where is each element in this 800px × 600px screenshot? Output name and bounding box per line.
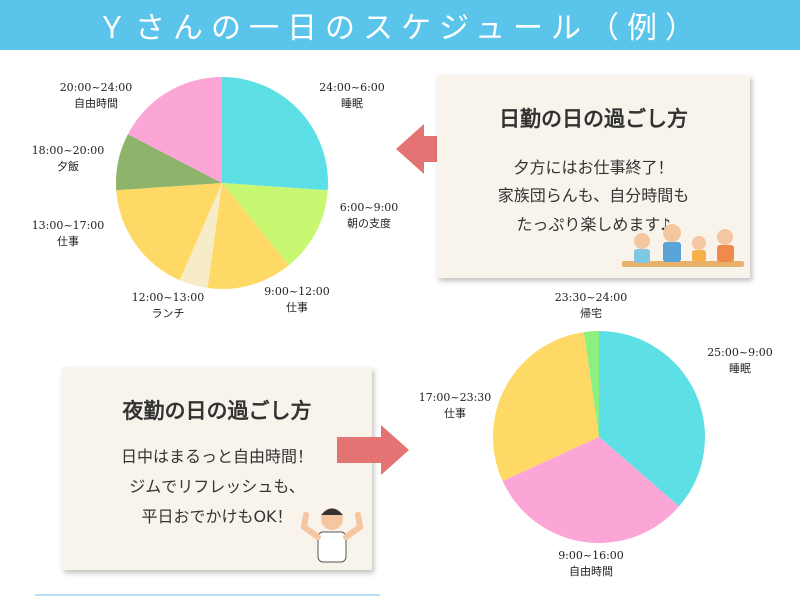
slice-time: 20:00~24:00 <box>59 81 133 94</box>
slice-name: 朝の支度 <box>347 217 391 230</box>
slice-label-free: 20:00~24:00 自由時間 <box>60 80 133 112</box>
day-note-line: たっぷり楽しめます♪ <box>516 215 671 234</box>
slice-name: 睡眠 <box>341 97 363 110</box>
pie-slice-6 <box>127 77 222 183</box>
slice-time: 17:00~23:30 <box>418 391 492 404</box>
pie-slice-0 <box>222 77 328 191</box>
title-banner: Ｙさんの一日のスケジュール（例） <box>0 0 800 50</box>
night-note-line: 日中はまるっと自由時間！ <box>120 447 313 466</box>
slice-label-night-sleep: 25:00~9:00 睡眠 <box>707 345 773 377</box>
slice-label-prep: 6:00~9:00 朝の支度 <box>340 200 399 232</box>
slice-label-sleep: 24:00~6:00 睡眠 <box>319 80 385 112</box>
slice-label-night-work: 17:00~23:30 仕事 <box>419 390 492 422</box>
slice-label-work-am: 9:00~12:00 仕事 <box>264 284 330 316</box>
slice-time: 12:00~13:00 <box>131 291 205 304</box>
pie-slice-3 <box>179 183 222 289</box>
slice-time: 24:00~6:00 <box>319 81 385 94</box>
slice-name: 仕事 <box>57 235 79 248</box>
slice-label-lunch: 12:00~13:00 ランチ <box>132 290 205 322</box>
slice-name: 睡眠 <box>729 362 751 375</box>
day-note-line: 家族団らんも、自分時間も <box>497 186 690 205</box>
pie-slice-0 <box>599 331 706 507</box>
night-note-heading: 夜勤の日の過ごし方 <box>122 399 312 423</box>
slice-time: 23:30~24:00 <box>554 291 628 304</box>
pie-slice-2 <box>207 183 289 289</box>
pie-slice-1 <box>502 437 680 543</box>
slice-name: 自由時間 <box>74 97 118 110</box>
person-flexing-illustration <box>300 508 364 563</box>
night-note-line: 平日おでかけもOK！ <box>141 507 293 526</box>
arrow-shape <box>337 425 409 475</box>
slice-name: 自由時間 <box>569 565 613 578</box>
slice-time: 25:00~9:00 <box>707 346 773 359</box>
slice-name: 帰宅 <box>580 307 602 320</box>
footer-divider <box>35 594 380 596</box>
slice-time: 9:00~12:00 <box>264 285 330 298</box>
day-note-card: 日勤の日の過ごし方 夕方にはお仕事終了！ 家族団らんも、自分時間も たっぷり楽し… <box>437 75 750 278</box>
slice-name: 夕飯 <box>57 160 79 173</box>
family-illustration <box>622 224 744 267</box>
slice-name: ランチ <box>151 307 185 320</box>
pie-slice-2 <box>493 332 599 482</box>
pie-slice-3 <box>583 331 599 437</box>
slice-name: 仕事 <box>444 407 466 420</box>
night-note-line: ジムでリフレッシュも、 <box>129 477 305 496</box>
slice-time: 13:00~17:00 <box>31 219 105 232</box>
slice-label-dinner: 18:00~20:00 夕飯 <box>32 143 105 175</box>
day-note-heading: 日勤の日の過ごし方 <box>499 107 688 131</box>
pie-slice-1 <box>222 183 328 266</box>
slice-time: 18:00~20:00 <box>31 144 105 157</box>
slice-label-home: 23:30~24:00 帰宅 <box>555 290 628 322</box>
right-arrow <box>337 425 409 475</box>
slice-name: 仕事 <box>286 301 308 314</box>
pie-slice-5 <box>116 134 222 191</box>
slice-time: 9:00~16:00 <box>558 549 624 562</box>
pie-slice-4 <box>116 183 222 281</box>
page-title: Ｙさんの一日のスケジュール（例） <box>97 11 703 46</box>
night-note-card: 夜勤の日の過ごし方 日中はまるっと自由時間！ ジムでリフレッシュも、 平日おでか… <box>62 367 372 570</box>
slice-label-night-free: 9:00~16:00 自由時間 <box>558 548 624 580</box>
slice-label-work-pm: 13:00~17:00 仕事 <box>32 218 105 250</box>
slice-time: 6:00~9:00 <box>339 201 399 214</box>
day-note-line: 夕方にはお仕事終了！ <box>513 158 674 177</box>
